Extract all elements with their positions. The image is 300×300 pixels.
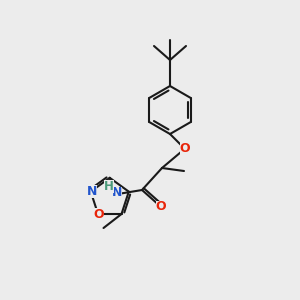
Text: N: N bbox=[112, 187, 122, 200]
Text: H: H bbox=[104, 179, 114, 193]
Text: N: N bbox=[86, 185, 97, 198]
Text: O: O bbox=[94, 208, 104, 220]
Text: O: O bbox=[156, 200, 166, 214]
Text: O: O bbox=[180, 142, 190, 154]
